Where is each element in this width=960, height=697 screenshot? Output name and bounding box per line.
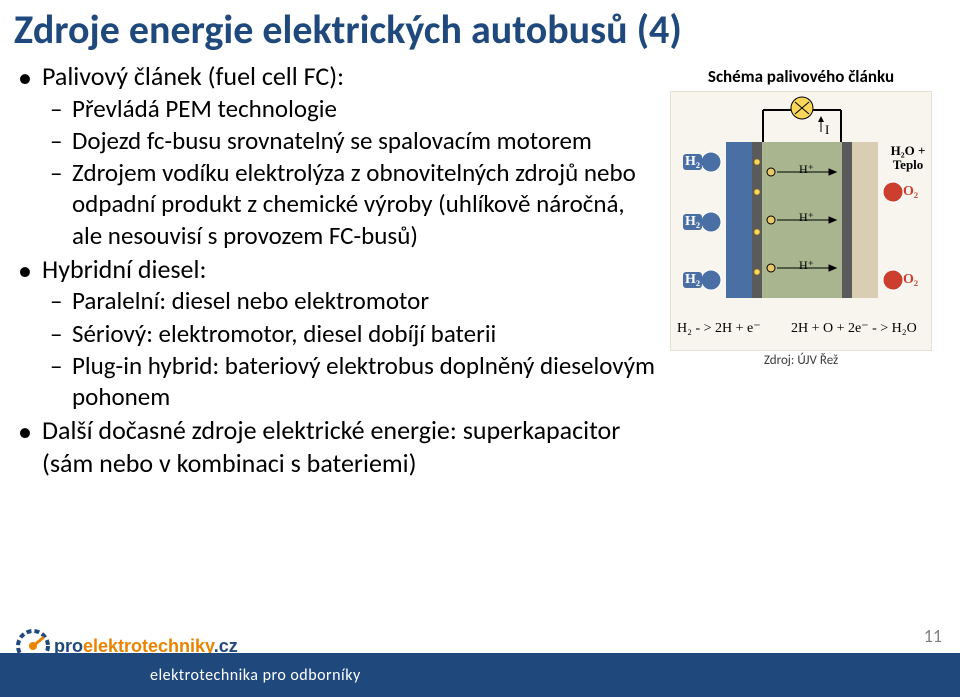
bullet-l2: Sériový: elektromotor, diesel dobíjí bat… (42, 318, 656, 349)
figure-column: Schéma palivového článku (656, 60, 946, 481)
o2-label: O₂ (903, 184, 918, 200)
bullet-text: Hybridní diesel: (42, 253, 206, 285)
h2-label: H₂ (683, 154, 702, 170)
figure-title: Schéma palivového článku (656, 66, 946, 87)
h2o-teplo-label: H₂O + Teplo (885, 144, 931, 173)
fuel-cell-diagram: I H₂ H₂ H₂ O₂ O₂ H₂O + Teplo H⁺ H⁺ H⁺ H₂… (670, 91, 932, 351)
page-number: 11 (924, 625, 942, 647)
current-label: I (825, 122, 829, 138)
content-area: Palivový článek (fuel cell FC): Převládá… (0, 56, 960, 481)
bullet-l2: Převládá PEM technologie (42, 93, 656, 124)
footer-bar: elektrotechnika pro odborníky (0, 653, 960, 697)
bullet-l1: Další dočasné zdroje elektrické energie:… (14, 414, 656, 479)
bullet-l1: Hybridní diesel: Paralelní: diesel nebo … (14, 253, 656, 413)
hplus-label: H⁺ (799, 258, 814, 273)
figure-source: Zdroj: ÚJV Řež (656, 353, 946, 368)
h2-label: H₂ (683, 272, 702, 288)
equation-left: H₂ - > 2H + e⁻ (677, 320, 761, 337)
footer-text: elektrotechnika pro odborníky (150, 666, 361, 685)
bullet-text: Palivový článek (fuel cell FC): (42, 60, 344, 92)
bullet-l2: Zdrojem vodíku elektrolýza z obnovitelný… (42, 157, 656, 251)
hplus-label: H⁺ (799, 162, 814, 177)
slide-title: Zdroje energie elektrických autobusů (4) (0, 0, 960, 56)
equation-right: 2H + O + 2e⁻ - > H₂O (791, 320, 917, 337)
bullet-l2: Plug-in hybrid: bateriový elektrobus dop… (42, 350, 656, 413)
bullet-l1: Palivový článek (fuel cell FC): Převládá… (14, 60, 656, 251)
bullet-l2: Dojezd fc-busu srovnatelný se spalovacím… (42, 125, 656, 156)
hplus-label: H⁺ (799, 210, 814, 225)
o2-label: O₂ (903, 272, 918, 288)
bullet-list: Palivový článek (fuel cell FC): Převládá… (14, 60, 656, 481)
h2-label: H₂ (683, 214, 702, 230)
bullet-l2: Paralelní: diesel nebo elektromotor (42, 285, 656, 316)
